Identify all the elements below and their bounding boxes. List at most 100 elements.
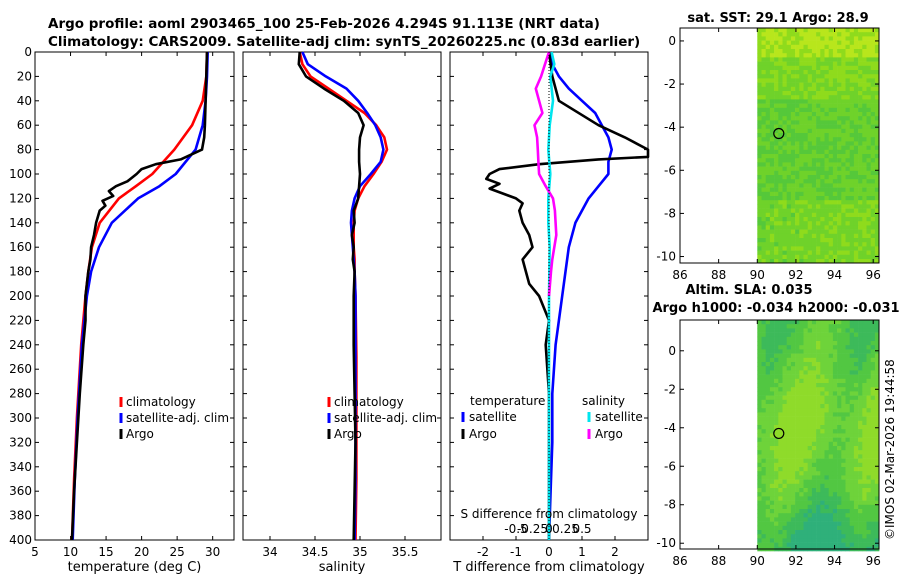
heatmap-cell — [774, 467, 779, 472]
heatmap-cell — [811, 170, 817, 176]
heatmap-cell — [799, 137, 804, 142]
heatmap-cell — [769, 78, 775, 83]
heatmap-cell — [816, 183, 821, 188]
heatmap-cell — [816, 332, 821, 338]
heatmap-cell — [786, 488, 792, 493]
heatmap-cell — [765, 483, 771, 489]
heatmap-cell — [816, 40, 821, 46]
heatmap-cell — [778, 191, 783, 197]
heatmap-cell — [782, 154, 787, 159]
heatmap-cell — [841, 82, 846, 88]
heatmap-cell — [828, 513, 834, 518]
heatmap-cell — [807, 175, 813, 180]
heatmap-cell — [820, 387, 825, 392]
heatmap-cell — [761, 78, 766, 83]
heatmap-cell — [853, 504, 859, 510]
heatmap-cell — [866, 49, 871, 54]
heatmap-cell — [786, 53, 792, 58]
heatmap-cell — [769, 32, 775, 37]
heatmap-cell — [778, 446, 783, 451]
heatmap-cell — [849, 349, 855, 354]
heatmap-cell — [828, 341, 834, 346]
heatmap-cell — [803, 120, 808, 125]
heatmap-cell — [874, 217, 880, 222]
heatmap-cell — [816, 483, 821, 489]
heatmap-cell — [862, 225, 867, 230]
heatmap-cell — [769, 166, 775, 172]
heatmap-cell — [828, 242, 834, 247]
heatmap-cell — [841, 504, 846, 510]
heatmap-cell — [807, 517, 813, 522]
heatmap-cell — [803, 454, 808, 459]
heatmap-cell — [803, 149, 808, 155]
heatmap-cell — [853, 328, 859, 333]
heatmap-cell — [811, 238, 817, 243]
heatmap-cell — [795, 86, 800, 92]
heatmap-cell — [828, 229, 834, 235]
heatmap-cell — [782, 61, 787, 67]
heatmap-cell — [816, 383, 821, 388]
heatmap-cell — [870, 78, 876, 83]
heatmap-cell — [769, 387, 775, 392]
heatmap-cell — [816, 175, 821, 180]
heatmap-cell — [828, 70, 834, 75]
heatmap-cell — [841, 179, 846, 184]
heatmap-cell — [849, 416, 855, 422]
heatmap-cell — [849, 509, 855, 514]
y-tick-label: -2 — [664, 382, 676, 396]
heatmap-cell — [811, 395, 817, 401]
heatmap-cell — [782, 462, 787, 468]
heatmap-cell — [824, 254, 829, 260]
heatmap-cell — [774, 166, 779, 172]
heatmap-cell — [782, 99, 787, 104]
heatmap-cell — [786, 65, 792, 71]
heatmap-cell — [820, 49, 825, 54]
heatmap-cell — [832, 49, 838, 54]
heatmap-cell — [799, 483, 804, 489]
heatmap-cell — [849, 336, 855, 342]
heatmap-cell — [858, 383, 863, 388]
heatmap-cell — [782, 28, 787, 33]
heatmap-cell — [824, 133, 829, 138]
heatmap-cell — [845, 475, 850, 480]
heatmap-cell — [853, 254, 859, 260]
heatmap-cell — [778, 120, 783, 125]
y-tick-label: 260 — [9, 362, 32, 376]
heatmap-cell — [816, 500, 821, 506]
heatmap-cell — [778, 196, 783, 201]
heatmap-cell — [837, 259, 842, 264]
heatmap-cell — [769, 44, 775, 50]
heatmap-cell — [828, 133, 834, 138]
heatmap-cell — [870, 154, 876, 159]
heatmap-cell — [786, 429, 792, 434]
heatmap-cell — [811, 492, 817, 497]
heatmap-cell — [790, 324, 796, 329]
heatmap-cell — [853, 530, 859, 535]
heatmap-cell — [837, 328, 842, 333]
heatmap-cell — [870, 233, 876, 239]
heatmap-cell — [761, 496, 766, 501]
heatmap-cell — [757, 542, 762, 548]
heatmap-cell — [820, 420, 825, 426]
heatmap-cell — [845, 391, 850, 396]
heatmap-cell — [845, 538, 850, 543]
heatmap-cell — [774, 128, 779, 134]
heatmap-cell — [761, 542, 766, 548]
heatmap-cell — [828, 437, 834, 443]
heatmap-cell — [782, 530, 787, 535]
heatmap-cell — [853, 399, 859, 405]
heatmap-cell — [874, 154, 880, 159]
heatmap-cell — [807, 158, 813, 163]
heatmap-cell — [824, 420, 829, 426]
heatmap-cell — [820, 95, 825, 100]
heatmap-cell — [761, 179, 766, 184]
heatmap-cell — [874, 425, 880, 430]
heatmap-cell — [849, 530, 855, 535]
heatmap-cell — [769, 70, 775, 75]
heatmap-cell — [828, 332, 834, 338]
heatmap-cell — [828, 162, 834, 167]
heatmap-cell — [820, 467, 825, 472]
heatmap-cell — [774, 44, 779, 50]
heatmap-cell — [769, 395, 775, 401]
heatmap-cell — [790, 412, 796, 417]
